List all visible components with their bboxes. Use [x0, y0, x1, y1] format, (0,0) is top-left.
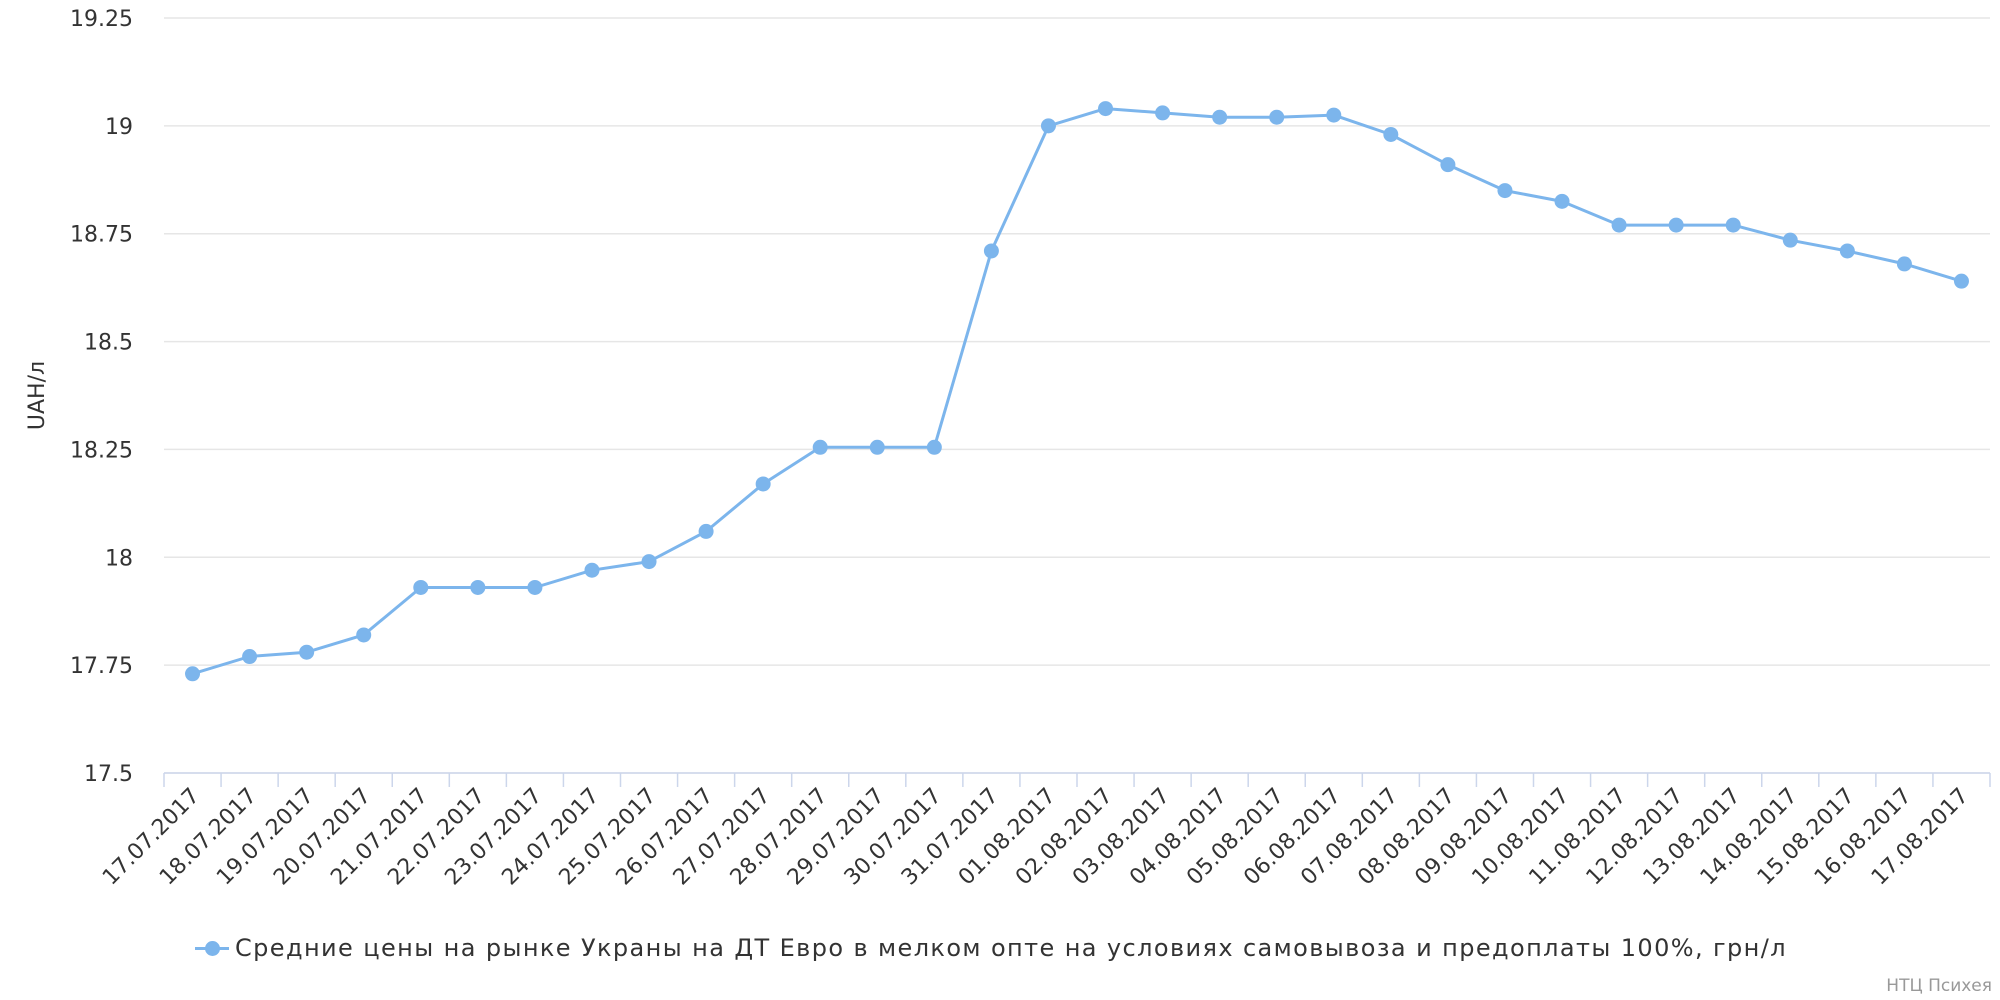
y-tick-label: 19 [105, 115, 133, 140]
y-tick-label: 18.25 [70, 438, 133, 463]
data-point[interactable] [413, 579, 429, 595]
x-axis-tick-labels: 17.07.201718.07.201719.07.201720.07.2017… [98, 784, 1974, 891]
data-points [185, 101, 1969, 682]
data-point[interactable] [527, 579, 543, 595]
data-point[interactable] [185, 666, 201, 682]
grid-lines [164, 17, 1990, 774]
data-point[interactable] [299, 644, 315, 660]
legend-marker [195, 930, 229, 966]
data-point[interactable] [698, 523, 714, 539]
y-axis-tick-labels: 17.5 17.75 18 18.25 18.5 18.75 19 19.25 [70, 7, 133, 787]
legend-label[interactable]: Средние цены на рынке Украны на ДТ Евро … [235, 934, 1787, 962]
y-tick-label: 18 [105, 546, 133, 571]
y-tick-label: 18.75 [70, 223, 133, 248]
data-point[interactable] [1782, 232, 1798, 248]
data-point[interactable] [1098, 101, 1114, 117]
data-point[interactable] [356, 627, 372, 643]
data-point[interactable] [242, 649, 258, 665]
data-point[interactable] [1326, 107, 1342, 123]
data-point[interactable] [584, 562, 600, 578]
legend-dot-icon [205, 941, 220, 956]
data-point[interactable] [1440, 157, 1456, 173]
data-point[interactable] [812, 439, 828, 455]
data-point[interactable] [755, 476, 771, 492]
data-point[interactable] [1896, 256, 1912, 272]
y-tick-label: 18.5 [84, 331, 133, 356]
data-point[interactable] [641, 554, 657, 570]
data-point[interactable] [1611, 217, 1627, 233]
y-tick-label: 17.5 [84, 762, 133, 787]
data-point[interactable] [1269, 109, 1285, 125]
data-point[interactable] [983, 243, 999, 259]
y-axis-title: UAH/л [25, 361, 50, 430]
data-point[interactable] [926, 439, 942, 455]
y-tick-label: 17.75 [70, 654, 133, 679]
x-axis-ticks [163, 773, 1991, 787]
data-point[interactable] [1725, 217, 1741, 233]
data-point[interactable] [470, 579, 486, 595]
series-line [192, 107, 1962, 676]
data-point[interactable] [1839, 243, 1855, 259]
data-point[interactable] [1212, 109, 1228, 125]
data-point[interactable] [1953, 273, 1969, 289]
data-point[interactable] [869, 439, 885, 455]
data-point[interactable] [1155, 105, 1171, 121]
legend[interactable]: Средние цены на рынке Украны на ДТ Евро … [195, 930, 1787, 966]
y-tick-label: 19.25 [70, 7, 133, 32]
data-point[interactable] [1383, 126, 1399, 142]
credits-text[interactable]: НТЦ Психея [1886, 976, 1992, 996]
data-point[interactable] [1497, 183, 1513, 199]
data-point[interactable] [1554, 193, 1570, 209]
data-point[interactable] [1040, 118, 1056, 134]
data-point[interactable] [1668, 217, 1684, 233]
